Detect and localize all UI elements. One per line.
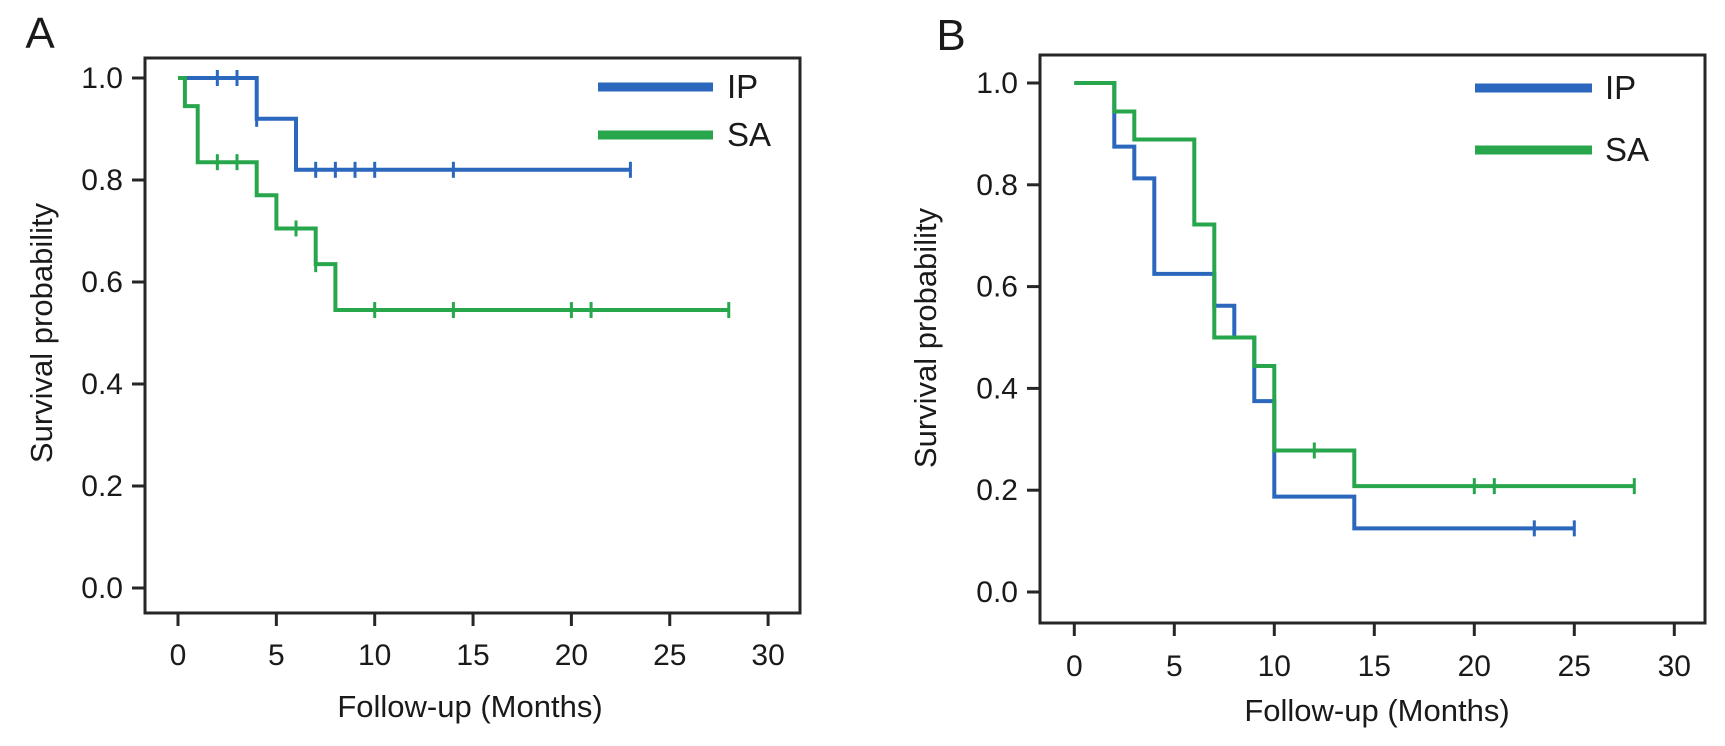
plot-frame (143, 56, 802, 615)
legend-label-sa: SA (727, 116, 771, 153)
y-tick-label: 0.6 (976, 271, 1018, 304)
y-tick-label: 0.2 (81, 470, 123, 503)
censor-marks-ip (215, 70, 632, 178)
km-curve-ip (1074, 81, 1575, 531)
plot-frame (1038, 53, 1707, 625)
x-axis-title: Follow-up (Months) (1244, 693, 1509, 728)
y-tick-label: 1.0 (976, 67, 1018, 100)
y-tick-label: 0.0 (81, 572, 123, 605)
km-curve-sa (1074, 81, 1635, 489)
x-tick-label: 25 (1558, 650, 1591, 683)
y-tick-label: 0.0 (976, 576, 1018, 609)
x-tick-label: 15 (456, 639, 489, 672)
panel-letter: B (936, 11, 965, 60)
legend: IP SA (1475, 69, 1649, 168)
censor-marks-sa (215, 154, 731, 319)
censor-marks-sa (1312, 442, 1636, 495)
panel-a: A 0 5 10 15 20 25 30 1.0 0.8 0.6 0.4 0.2 0.0 Follow-up… (24, 9, 802, 724)
legend-label-ip: IP (727, 68, 758, 105)
x-tick-label: 0 (170, 639, 187, 672)
y-axis-title: Survival probability (908, 207, 943, 468)
y-tick-label: 0.8 (976, 169, 1018, 202)
x-tick-label: 30 (751, 639, 784, 672)
y-tick-label: 1.0 (81, 62, 123, 95)
y-tick-label: 0.6 (81, 266, 123, 299)
y-tick-label: 0.2 (976, 474, 1018, 507)
x-tick-label: 25 (653, 639, 686, 672)
x-tick-label: 5 (1166, 650, 1183, 683)
x-tick-label: 10 (358, 639, 391, 672)
panel-b: B 0 5 10 15 20 25 30 1.0 0.8 0.6 0.4 0.2 0.0 Follow-up… (908, 11, 1707, 728)
x-tick-label: 15 (1358, 650, 1391, 683)
legend-label-sa: SA (1605, 131, 1649, 168)
censor-marks-ip (1532, 520, 1576, 537)
legend: IP SA (598, 68, 771, 153)
x-axis-title: Follow-up (Months) (337, 689, 602, 724)
panel-letter: A (25, 9, 55, 58)
x-tick-label: 20 (1458, 650, 1491, 683)
x-tick-label: 30 (1658, 650, 1691, 683)
y-tick-label: 0.8 (81, 164, 123, 197)
legend-label-ip: IP (1605, 69, 1636, 106)
y-tick-label: 0.4 (976, 372, 1018, 405)
y-tick-label: 0.4 (81, 368, 123, 401)
x-tick-label: 10 (1258, 650, 1291, 683)
x-tick-label: 20 (555, 639, 588, 672)
y-axis-title: Survival probability (24, 202, 59, 463)
km-curve-sa (178, 76, 729, 312)
km-curve-ip (178, 76, 631, 172)
x-tick-label: 5 (268, 639, 285, 672)
x-tick-label: 0 (1066, 650, 1083, 683)
